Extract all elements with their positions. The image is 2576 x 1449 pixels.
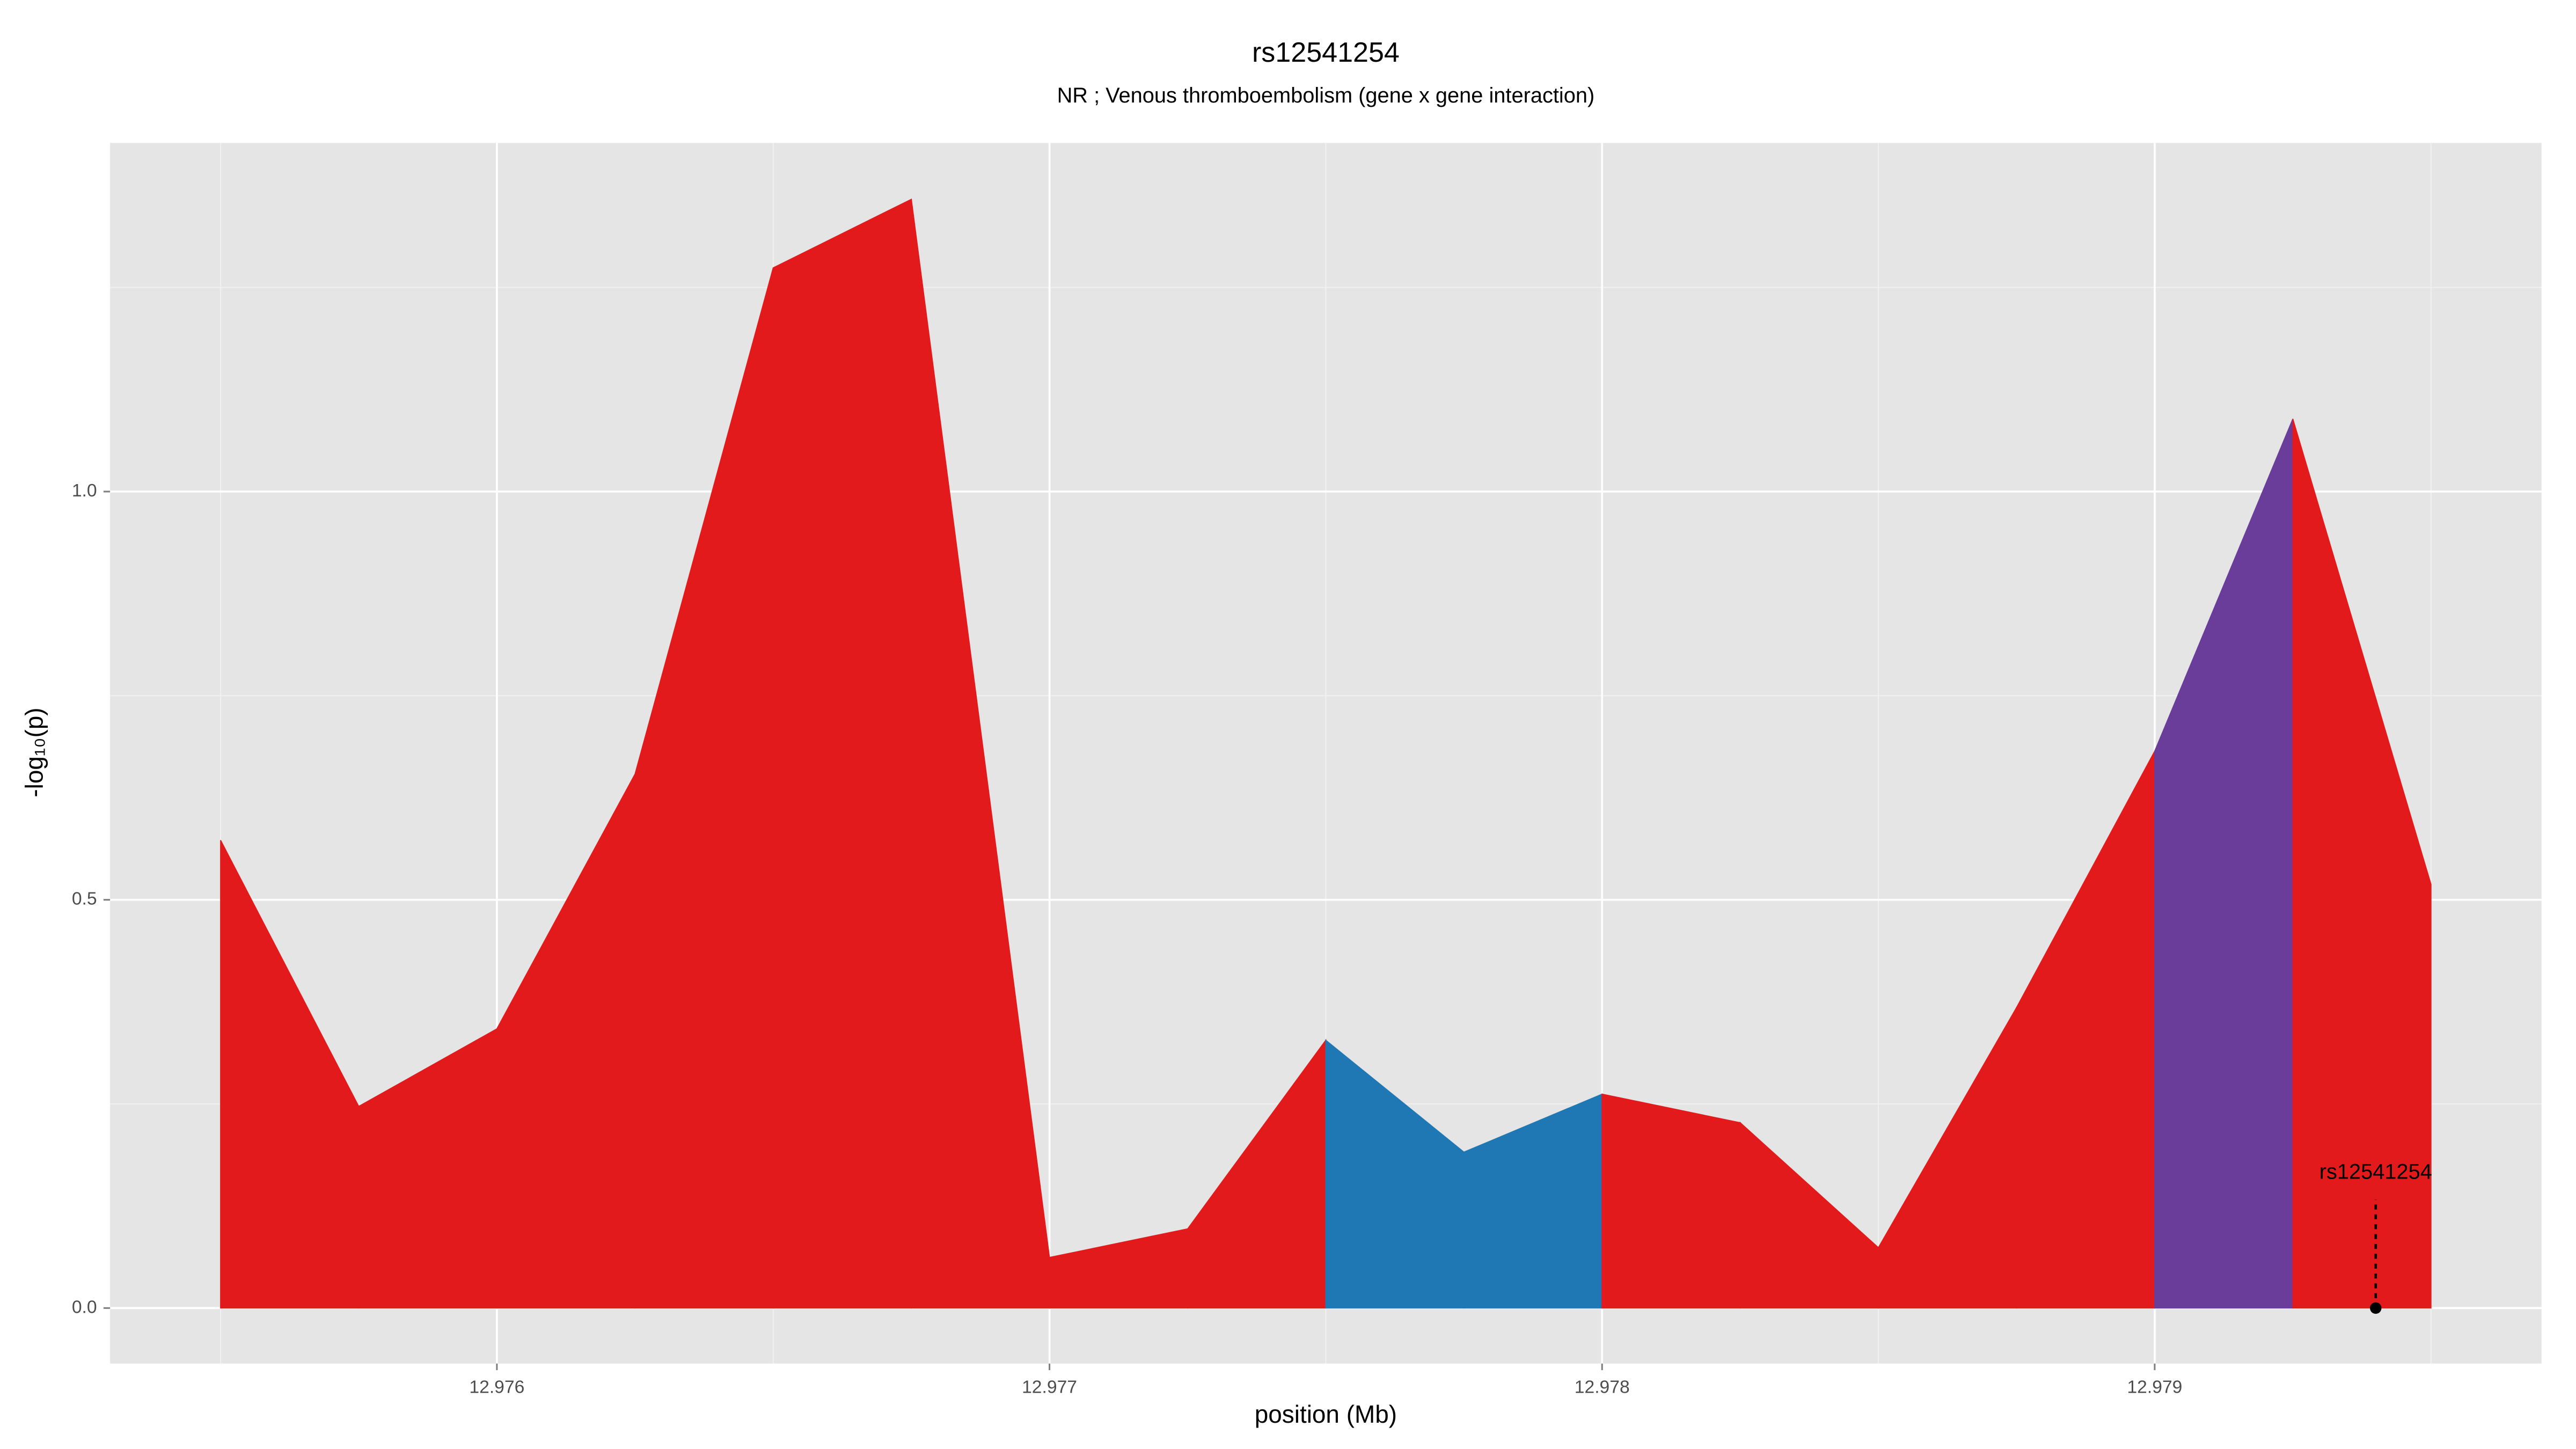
x-tick-label: 12.976 <box>469 1378 524 1397</box>
x-tick-label: 12.977 <box>1022 1378 1077 1397</box>
y-tick-label: 0.0 <box>72 1297 97 1317</box>
area-segment <box>1601 1093 1741 1309</box>
y-tick-label: 0.5 <box>72 889 97 909</box>
x-axis-label: position (Mb) <box>1255 1400 1397 1428</box>
y-tick-label: 1.0 <box>72 481 97 501</box>
area-segment <box>772 198 912 1309</box>
area-segment <box>2292 419 2432 1309</box>
chart-title: rs12541254 <box>1252 37 1400 68</box>
annotation-point <box>2370 1302 2382 1314</box>
x-tick-label: 12.979 <box>2127 1378 2182 1397</box>
chart-subtitle: NR ; Venous thromboembolism (gene x gene… <box>1057 84 1595 107</box>
x-tick-label: 12.978 <box>1575 1378 1630 1397</box>
annotation-label: rs12541254 <box>2319 1160 2432 1184</box>
y-axis-label: -log₁₀(p) <box>20 707 48 797</box>
